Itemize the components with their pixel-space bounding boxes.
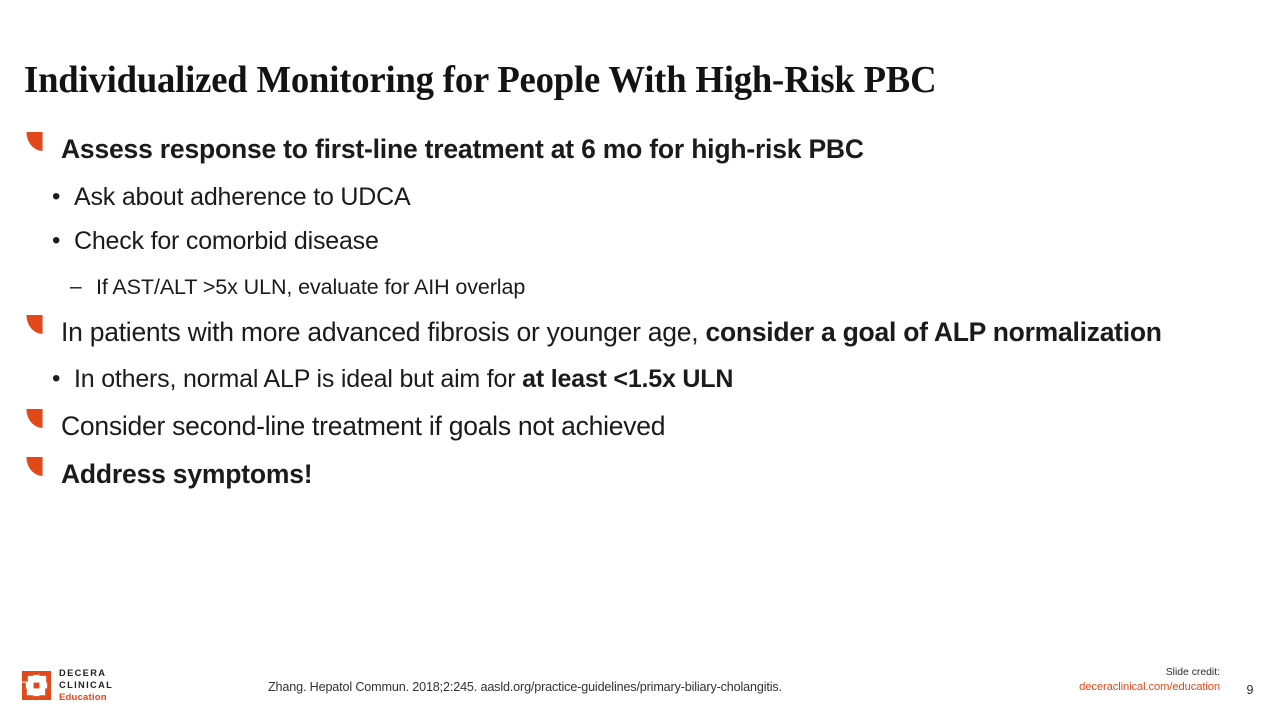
decera-logo-mark-icon	[21, 671, 52, 701]
orange-wedge-bullet-icon	[26, 457, 43, 476]
list-item: • Check for comorbid disease	[22, 225, 1262, 257]
citation-text: Zhang. Hepatol Commun. 2018;2:245. aasld…	[268, 680, 782, 694]
list-item: Address symptoms!	[22, 457, 1262, 492]
list-item-label: In others, normal ALP is ideal but aim f…	[74, 365, 733, 393]
spacer	[22, 215, 1262, 225]
list-item-label: Consider second-line treatment if goals …	[61, 411, 666, 441]
list-item-label-regular: In others, normal ALP is ideal but aim f…	[74, 365, 523, 393]
spacer	[22, 446, 1262, 457]
spacer	[22, 169, 1262, 181]
dot-bullet-icon: •	[52, 227, 61, 254]
list-item: – If AST/ALT >5x ULN, evaluate for AIH o…	[22, 273, 1262, 301]
list-item-label-emphasis: consider a goal of ALP normalization	[705, 317, 1162, 347]
spacer	[22, 352, 1262, 363]
list-item-label: In patients with more advanced fibrosis …	[61, 317, 1162, 347]
page-number: 9	[1246, 683, 1254, 697]
spacer	[22, 303, 1262, 315]
orange-wedge-bullet-icon	[26, 315, 43, 334]
list-item-label: Address symptoms!	[61, 459, 313, 489]
logo-line-1: DECERA	[59, 668, 107, 678]
spacer	[22, 259, 1262, 273]
logo-line-2: CLINICAL	[59, 679, 114, 690]
decera-clinical-education-logo: DECERA CLINICAL Education	[21, 668, 114, 704]
slide-credit-link[interactable]: deceraclinical.com/education	[1079, 681, 1220, 693]
slide-body: Assess response to first-line treatment …	[22, 132, 1262, 494]
list-item-label: Assess response to first-line treatment …	[61, 134, 864, 164]
logo-wordmark: DECERA CLINICAL Education	[59, 668, 114, 704]
orange-wedge-bullet-icon	[26, 409, 43, 428]
list-item: • Ask about adherence to UDCA	[22, 181, 1262, 213]
logo-line-3: Education	[59, 692, 107, 704]
dot-bullet-icon: •	[52, 365, 61, 392]
list-item-label-regular: In patients with more advanced fibrosis …	[61, 317, 706, 347]
list-item: • In others, normal ALP is ideal but aim…	[22, 363, 1262, 395]
slide-credit-label: Slide credit:	[1165, 667, 1220, 678]
page-title: Individualized Monitoring for People Wit…	[24, 59, 937, 101]
slide-credit: Slide credit: deceraclinical.com/educati…	[990, 666, 1220, 695]
list-item-label-emphasis: at least <1.5x ULN	[522, 365, 734, 393]
list-item-label: Check for comorbid disease	[74, 227, 379, 255]
list-item-label: Ask about adherence to UDCA	[74, 183, 411, 211]
list-item: Consider second-line treatment if goals …	[22, 409, 1262, 444]
dot-bullet-icon: •	[52, 183, 61, 210]
dash-bullet-icon: –	[70, 275, 82, 298]
list-item: In patients with more advanced fibrosis …	[22, 315, 1262, 350]
slide-footer: DECERA CLINICAL Education Zhang. Hepatol…	[0, 660, 1280, 720]
spacer	[22, 397, 1262, 409]
list-item-label: If AST/ALT >5x ULN, evaluate for AIH ove…	[96, 275, 526, 299]
orange-wedge-bullet-icon	[26, 132, 43, 151]
list-item: Assess response to first-line treatment …	[22, 132, 1262, 167]
